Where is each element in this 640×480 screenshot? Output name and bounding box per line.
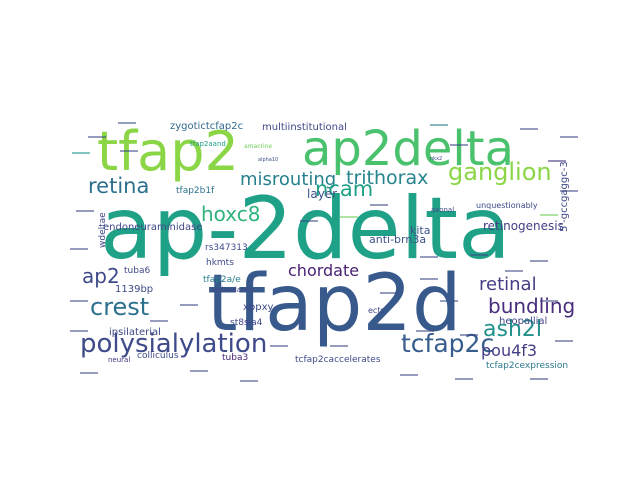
- cloud-word: endoneuraminidase: [103, 222, 203, 233]
- cloud-word: heopallial: [499, 316, 547, 327]
- micro-word-mark: [555, 340, 573, 342]
- cloud-word: ects: [368, 306, 385, 315]
- cloud-word: ipsilaterial: [109, 327, 161, 338]
- micro-word-mark: [240, 380, 258, 382]
- micro-word-mark: [505, 270, 523, 272]
- micro-word-mark: [300, 220, 318, 222]
- cloud-word: ap2: [82, 264, 120, 288]
- cloud-word: neural: [108, 356, 130, 364]
- cloud-word: amacrine: [244, 143, 272, 150]
- cloud-word: retinogenesis: [483, 219, 564, 233]
- cloud-word: ncam: [315, 177, 373, 201]
- micro-word-mark: [450, 144, 468, 146]
- micro-word-mark: [340, 216, 358, 218]
- cloud-word: tfap2d: [207, 259, 462, 349]
- cloud-word: nkx2: [430, 156, 442, 162]
- cloud-word: tuba3: [222, 353, 248, 363]
- cloud-word: anti-brn3a: [369, 233, 426, 246]
- cloud-word: misrouting: [240, 169, 336, 190]
- micro-word-mark: [70, 330, 88, 332]
- cloud-word: tcfap2caccelerates: [295, 355, 381, 365]
- cloud-word: polysialylation: [80, 329, 267, 359]
- cloud-word: hkmts: [206, 258, 234, 268]
- micro-word-mark: [150, 320, 168, 322]
- cloud-word: crest: [90, 293, 149, 321]
- micro-word-mark: [430, 124, 448, 126]
- micro-word-mark: [370, 204, 388, 206]
- micro-word-mark: [80, 372, 98, 374]
- cloud-word: xppxy: [243, 302, 274, 313]
- cloud-word: redundantly: [212, 286, 254, 294]
- tiny-word-filler: [70, 122, 578, 382]
- micro-word-mark: [420, 256, 438, 258]
- micro-word-mark: [380, 292, 398, 294]
- micro-word-mark: [455, 378, 473, 380]
- cloud-word: tuba6: [124, 266, 150, 276]
- cloud-word: retinal: [479, 274, 537, 295]
- cloud-word: colliculus: [137, 351, 179, 361]
- micro-word-mark: [530, 378, 548, 380]
- cloud-word: axonal: [431, 206, 454, 214]
- cloud-word: tcfap2cexpression: [486, 361, 568, 371]
- cloud-word: pou4f3: [481, 341, 537, 360]
- cloud-word: rs347313: [205, 243, 248, 253]
- micro-word-mark: [88, 136, 106, 138]
- micro-word-mark: [120, 150, 138, 152]
- cloud-word: alpha10: [258, 157, 278, 163]
- micro-word-mark: [548, 160, 566, 162]
- micro-word-mark: [460, 334, 478, 336]
- cloud-word: ap-2delta: [100, 179, 511, 279]
- cloud-word: retina: [88, 174, 149, 198]
- micro-word-mark: [72, 152, 90, 154]
- cloud-word: zygotictcfap2c: [170, 121, 243, 132]
- micro-word-mark: [560, 136, 578, 138]
- micro-word-mark: [416, 330, 434, 332]
- micro-word-mark: [70, 300, 88, 302]
- cloud-word: hoxc8: [201, 202, 261, 226]
- cloud-word: 5'-gccgaggc-3: [559, 161, 570, 232]
- cloud-word: wdeltae: [98, 212, 108, 248]
- micro-word-mark: [470, 254, 488, 256]
- micro-word-mark: [76, 210, 94, 212]
- cloud-word: ganglion: [448, 158, 552, 186]
- cloud-word: kita: [410, 224, 430, 237]
- micro-word-mark: [420, 278, 438, 280]
- micro-word-mark: [440, 300, 458, 302]
- micro-word-mark: [520, 128, 538, 130]
- cloud-word: trithorax: [346, 167, 428, 189]
- cloud-word: ap2delta: [302, 121, 514, 177]
- micro-word-mark: [70, 248, 88, 250]
- cloud-word: layer: [307, 187, 337, 201]
- micro-word-mark: [540, 300, 558, 302]
- micro-word-mark: [530, 260, 548, 262]
- micro-word-mark: [540, 214, 558, 216]
- cloud-word: bundling: [488, 294, 575, 318]
- cloud-word: tfap2a/e: [203, 275, 241, 285]
- cloud-word: tfap2aand: [190, 140, 226, 148]
- cloud-word: tcfap2c: [401, 329, 494, 358]
- cloud-word: 1139bp: [115, 284, 153, 295]
- micro-word-mark: [270, 345, 288, 347]
- micro-word-mark: [400, 374, 418, 376]
- cloud-word: chordate: [288, 261, 359, 280]
- micro-word-mark: [118, 122, 136, 124]
- micro-word-mark: [180, 304, 198, 306]
- cloud-word: st8sia4: [230, 318, 263, 328]
- micro-word-mark: [190, 370, 208, 372]
- micro-word-mark: [560, 190, 578, 192]
- cloud-word: ash2l: [483, 317, 542, 342]
- cloud-word: unquestionably: [476, 201, 538, 210]
- micro-word-mark: [330, 345, 348, 347]
- cloud-word: multiinstitutional: [262, 122, 347, 133]
- cloud-word: tfap2b1f: [176, 186, 215, 196]
